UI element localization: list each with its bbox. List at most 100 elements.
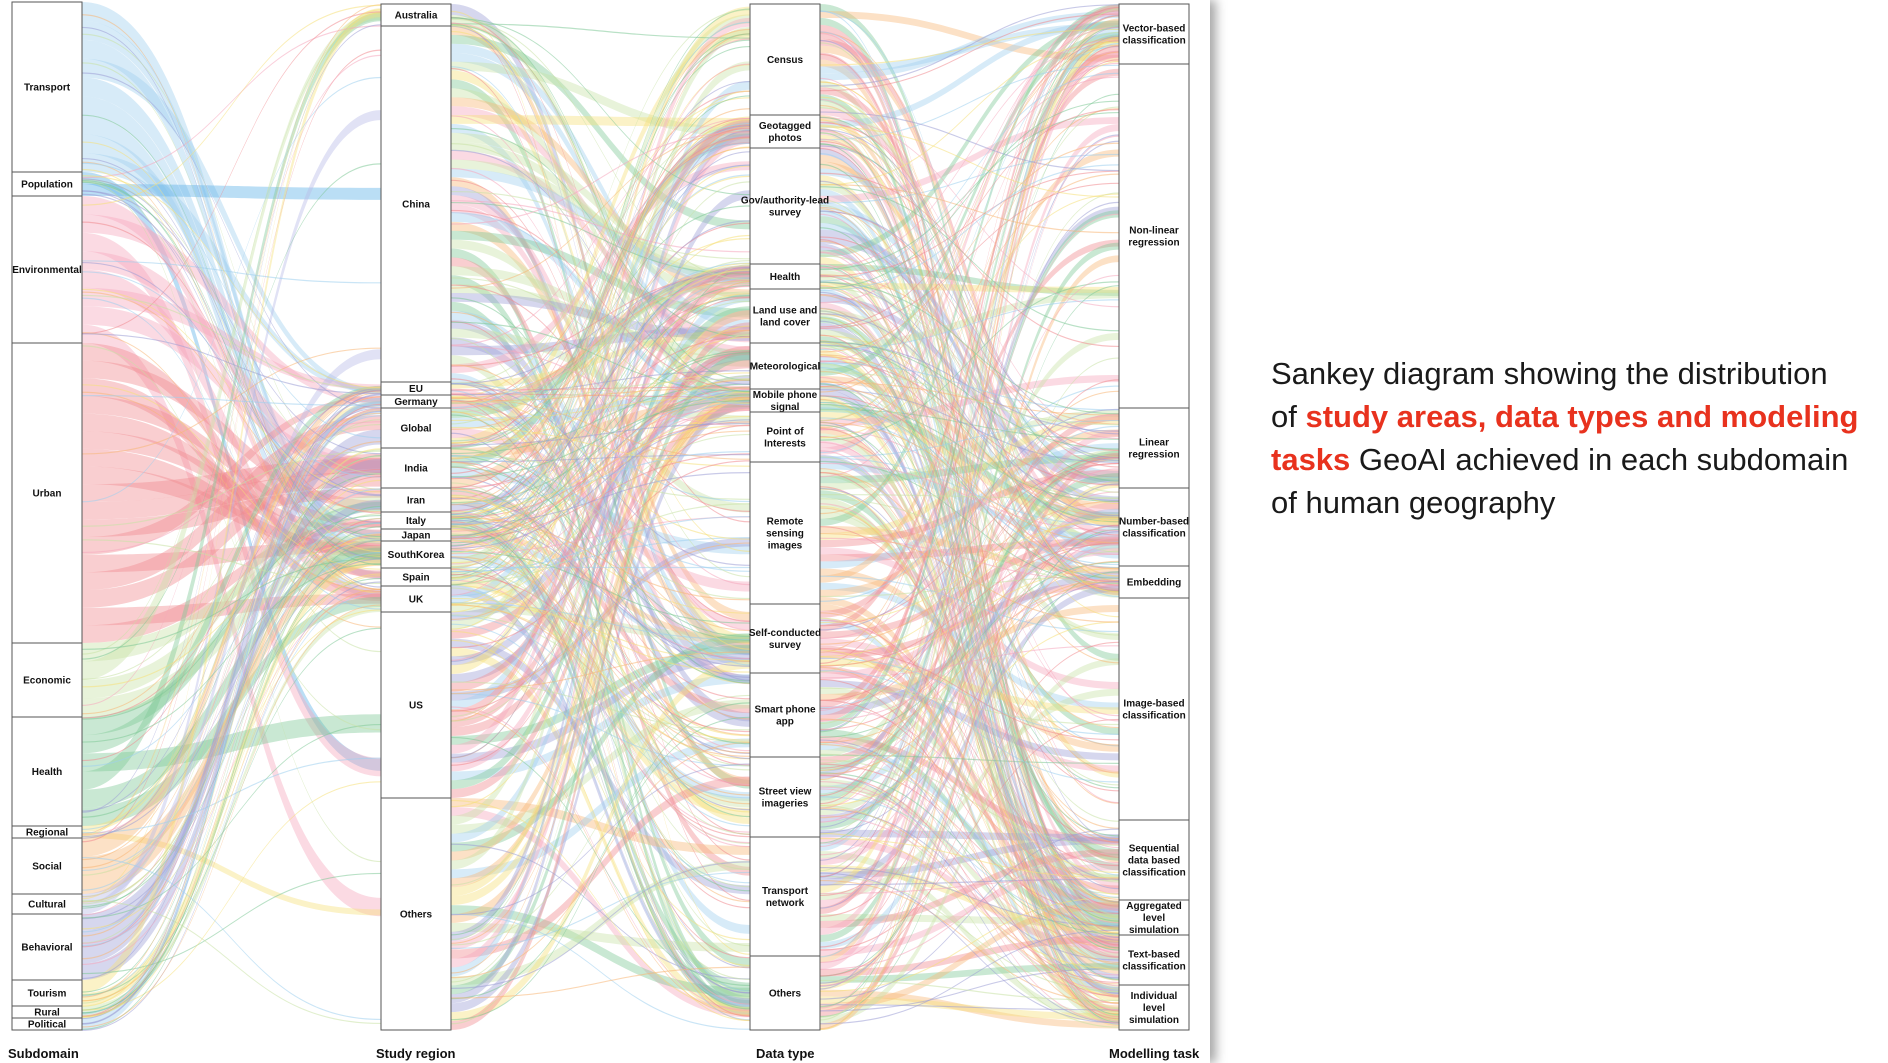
datatype-task-thin-link: [820, 619, 1119, 867]
region-datatype-link: [451, 337, 750, 684]
datatype-task-thin-link: [820, 532, 1119, 623]
subdomain-region-link: [82, 184, 381, 200]
datatype-task-link: [820, 50, 1119, 632]
study-region-label: Japan: [402, 531, 431, 542]
datatype-task-thin-link: [820, 40, 1119, 577]
region-datatype-thin-link: [451, 18, 750, 281]
datatype-task-thin-link: [820, 310, 1119, 822]
study-region-node: [380, 447, 452, 489]
region-datatype-link: [451, 401, 750, 736]
region-datatype-thin-link: [451, 528, 750, 737]
region-datatype-link: [451, 141, 750, 303]
region-datatype-thin-link: [451, 285, 750, 539]
datatype-task-thin-link: [820, 774, 1119, 1024]
subdomain-node: [11, 195, 83, 344]
datatype-task-thin-link: [820, 575, 1119, 598]
datatype-task-link: [820, 35, 1119, 894]
subdomain-region-link: [82, 172, 381, 771]
datatype-task-thin-link: [820, 35, 1119, 878]
datatype-task-thin-link: [820, 422, 1119, 544]
subdomain-region-link: [82, 8, 381, 994]
datatype-task-link: [820, 863, 1119, 956]
region-datatype-thin-link: [451, 516, 750, 555]
region-datatype-thin-link: [451, 151, 750, 662]
region-datatype-thin-link: [451, 397, 750, 460]
datatype-task-thin-link: [820, 471, 1119, 746]
datatype-task-thin-link: [820, 37, 1119, 653]
region-datatype-thin-link: [451, 136, 750, 445]
region-datatype-thin-link: [451, 503, 750, 584]
subdomain-region-thin-link: [82, 12, 381, 900]
subdomain-region-link: [82, 554, 381, 1006]
region-datatype-thin-link: [451, 709, 750, 1016]
region-datatype-thin-link: [451, 455, 750, 1021]
subdomain-region-thin-link: [82, 26, 381, 588]
datatype-task-link: [820, 24, 1119, 924]
region-datatype-thin-link: [451, 602, 750, 662]
subdomain-region-thin-link: [82, 407, 381, 839]
datatype-task-link: [820, 264, 1119, 297]
region-datatype-link: [451, 586, 750, 1008]
subdomain-region-thin-link: [82, 473, 381, 818]
subdomain-region-thin-link: [82, 449, 381, 1004]
region-datatype-link: [451, 512, 750, 992]
data-type-label: Gov/authority-lead survey: [741, 196, 829, 219]
datatype-task-thin-link: [820, 500, 1119, 645]
region-datatype-thin-link: [451, 33, 750, 722]
region-datatype-thin-link: [451, 300, 750, 579]
region-datatype-thin-link: [451, 165, 750, 574]
modelling-task-label: Text-based classification: [1122, 950, 1185, 973]
region-datatype-thin-link: [451, 23, 750, 39]
region-datatype-thin-link: [451, 597, 750, 673]
datatype-task-thin-link: [820, 979, 1119, 1002]
datatype-task-thin-link: [820, 395, 1119, 583]
subdomain-region-thin-link: [82, 397, 381, 831]
datatype-task-thin-link: [820, 456, 1119, 769]
subdomain-region-thin-link: [82, 872, 381, 975]
datatype-task-link: [820, 21, 1119, 129]
modelling-task-label: Sequential data based classification: [1122, 844, 1185, 879]
subdomain-region-thin-link: [82, 410, 381, 1025]
datatype-task-thin-link: [820, 132, 1119, 493]
region-datatype-thin-link: [451, 410, 750, 1021]
subdomain-region-thin-link: [82, 161, 381, 590]
region-datatype-thin-link: [451, 123, 750, 516]
datatype-task-thin-link: [820, 10, 1119, 598]
datatype-task-thin-link: [820, 878, 1119, 886]
datatype-task-link: [820, 497, 1119, 1024]
region-datatype-link: [451, 43, 750, 329]
region-datatype-thin-link: [451, 275, 750, 409]
datatype-task-thin-link: [820, 517, 1119, 658]
datatype-task-thin-link: [820, 456, 1119, 937]
datatype-task-thin-link: [820, 759, 1119, 895]
modelling-task-label: Embedding: [1127, 578, 1181, 589]
region-datatype-thin-link: [451, 265, 750, 444]
datatype-task-link: [820, 124, 1119, 936]
subdomain-region-thin-link: [82, 539, 381, 584]
region-datatype-thin-link: [451, 294, 750, 546]
datatype-task-thin-link: [820, 699, 1119, 928]
datatype-task-link: [820, 409, 1119, 491]
region-datatype-thin-link: [451, 521, 750, 959]
datatype-task-thin-link: [820, 345, 1119, 1016]
region-datatype-link: [451, 150, 750, 343]
datatype-task-thin-link: [820, 367, 1119, 920]
datatype-task-link: [820, 443, 1119, 569]
datatype-task-thin-link: [820, 42, 1119, 881]
subdomain-region-thin-link: [82, 190, 381, 455]
region-datatype-thin-link: [451, 269, 750, 442]
subdomain-region-thin-link: [82, 514, 381, 720]
datatype-task-thin-link: [820, 4, 1119, 87]
subdomain-region-thin-link: [82, 72, 381, 409]
datatype-task-link: [820, 426, 1119, 974]
subdomain-region-link: [82, 466, 381, 556]
subdomain-label: Regional: [26, 828, 68, 839]
subdomain-region-thin-link: [82, 261, 381, 497]
region-datatype-thin-link: [451, 297, 750, 586]
modelling-task-node: [1118, 487, 1190, 567]
datatype-task-thin-link: [820, 398, 1119, 965]
region-datatype-thin-link: [451, 265, 750, 537]
subdomain-region-thin-link: [82, 781, 381, 1011]
datatype-task-thin-link: [820, 1004, 1119, 1011]
datatype-task-thin-link: [820, 210, 1119, 435]
